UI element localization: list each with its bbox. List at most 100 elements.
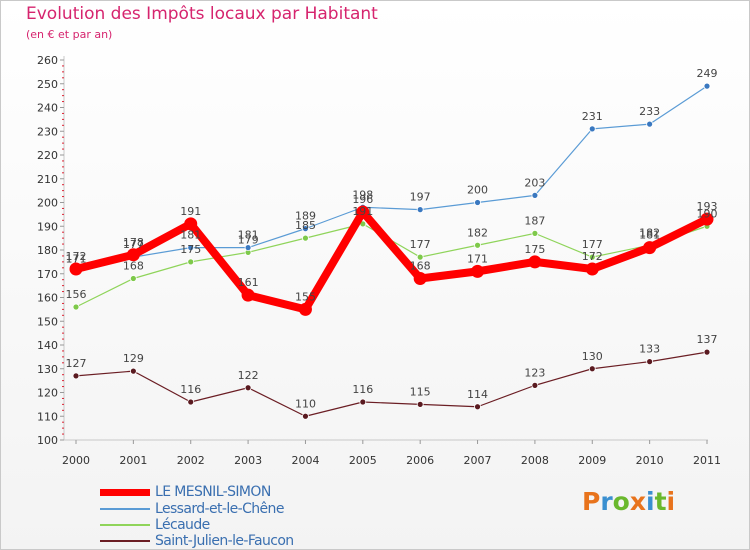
data-point-saint-julien-le-faucon-2009 bbox=[588, 365, 596, 373]
x-tick-label-2010: 2010 bbox=[636, 454, 664, 467]
data-point-lessard-et-le-chene-2010 bbox=[646, 120, 654, 128]
data-label-lessard-et-le-chene-2000: 171 bbox=[66, 252, 87, 265]
y-tick-label-130: 130 bbox=[37, 363, 58, 376]
x-tick-label-2002: 2002 bbox=[177, 454, 205, 467]
data-point-le-mesnil-simon-2011 bbox=[700, 212, 714, 226]
data-label-le-mesnil-simon-2000: 172 bbox=[66, 250, 87, 263]
series-line-le-mesnil-simon bbox=[72, 208, 711, 314]
proxiti-logo: Proxiti bbox=[582, 487, 675, 516]
data-label-lessard-et-le-chene-2011: 249 bbox=[697, 67, 718, 80]
data-point-lessard-et-le-chene-2009 bbox=[588, 125, 596, 133]
data-label-saint-julien-le-faucon-2010: 133 bbox=[639, 343, 660, 356]
data-label-saint-julien-le-faucon-2008: 123 bbox=[524, 366, 545, 379]
legend-swatch-lecaude bbox=[100, 524, 150, 526]
data-point-lecaude-2000 bbox=[72, 303, 80, 311]
data-label-saint-julien-le-faucon-2004: 110 bbox=[295, 397, 316, 410]
x-tick-label-2004: 2004 bbox=[291, 454, 319, 467]
data-point-le-mesnil-simon-2001 bbox=[126, 248, 140, 262]
data-label-lessard-et-le-chene-2008: 203 bbox=[524, 176, 545, 189]
logo-letter: P bbox=[582, 487, 601, 516]
y-tick-label-220: 220 bbox=[37, 149, 58, 162]
data-label-lessard-et-le-chene-2010: 233 bbox=[639, 105, 660, 118]
data-point-lessard-et-le-chene-2004 bbox=[302, 225, 309, 233]
x-tick-label-2007: 2007 bbox=[464, 454, 492, 467]
data-label-saint-julien-le-faucon-2000: 127 bbox=[66, 357, 87, 370]
data-label-lessard-et-le-chene-2001: 177 bbox=[123, 238, 144, 251]
logo-letter: i bbox=[666, 487, 676, 516]
data-point-saint-julien-le-faucon-2004 bbox=[302, 412, 309, 420]
data-point-lessard-et-le-chene-2007 bbox=[474, 199, 481, 206]
data-label-le-mesnil-simon-2002: 191 bbox=[180, 205, 201, 218]
x-tick-label-2003: 2003 bbox=[234, 454, 262, 467]
data-label-lecaude-2000: 156 bbox=[66, 288, 87, 301]
data-label-le-mesnil-simon-2007: 171 bbox=[467, 252, 488, 265]
legend-label-le-mesnil-simon: LE MESNIL-SIMON bbox=[155, 484, 271, 500]
data-point-lecaude-2006 bbox=[416, 253, 424, 261]
data-label-lecaude-2009: 177 bbox=[582, 238, 603, 251]
chart-subtitle: (en € et par an) bbox=[26, 28, 113, 41]
y-tick-label-120: 120 bbox=[37, 387, 58, 400]
data-label-lessard-et-le-chene-2006: 197 bbox=[410, 191, 431, 204]
data-label-saint-julien-le-faucon-2001: 129 bbox=[123, 352, 144, 365]
data-point-lecaude-2009 bbox=[588, 253, 596, 261]
data-label-saint-julien-le-faucon-2007: 114 bbox=[467, 388, 488, 401]
data-point-lessard-et-le-chene-2003 bbox=[244, 244, 252, 252]
legend-label-lecaude: Lécaude bbox=[155, 517, 210, 533]
data-label-lecaude-2008: 187 bbox=[524, 214, 545, 227]
data-point-saint-julien-le-faucon-2006 bbox=[416, 400, 424, 408]
y-tick-label-180: 180 bbox=[37, 244, 58, 257]
data-point-saint-julien-le-faucon-2003 bbox=[244, 384, 252, 392]
data-label-saint-julien-le-faucon-2011: 137 bbox=[697, 333, 718, 346]
data-point-lessard-et-le-chene-2002 bbox=[187, 244, 195, 252]
data-label-le-mesnil-simon-2006: 168 bbox=[410, 260, 431, 273]
data-point-le-mesnil-simon-2003 bbox=[241, 288, 255, 302]
data-point-le-mesnil-simon-2010 bbox=[643, 241, 657, 255]
chart-title: Evolution des Impôts locaux par Habitant bbox=[26, 4, 378, 24]
x-tick-label-2000: 2000 bbox=[62, 454, 90, 467]
data-point-le-mesnil-simon-2006 bbox=[413, 272, 427, 285]
legend-label-lessard-et-le-chene: Lessard-et-le-Chêne bbox=[155, 501, 284, 517]
data-label-le-mesnil-simon-2004: 155 bbox=[295, 290, 316, 303]
legend-swatch-lessard-et-le-chene bbox=[100, 508, 150, 510]
y-tick-label-240: 240 bbox=[37, 102, 58, 115]
data-label-lessard-et-le-chene-2007: 200 bbox=[467, 184, 488, 197]
logo-letter: x bbox=[629, 487, 646, 516]
y-tick-label-160: 160 bbox=[37, 292, 58, 305]
data-label-saint-julien-le-faucon-2009: 130 bbox=[582, 350, 603, 363]
data-point-le-mesnil-simon-2007 bbox=[471, 264, 485, 278]
x-tick-label-2001: 2001 bbox=[119, 454, 147, 467]
data-point-lessard-et-le-chene-2006 bbox=[416, 206, 424, 214]
data-label-lecaude-2010: 182 bbox=[639, 226, 660, 239]
data-label-lessard-et-le-chene-2004: 189 bbox=[295, 210, 316, 223]
data-point-lecaude-2004 bbox=[302, 234, 309, 242]
data-label-lessard-et-le-chene-2005: 198 bbox=[352, 188, 373, 201]
y-tick-label-100: 100 bbox=[37, 434, 58, 447]
data-label-lessard-et-le-chene-2009: 231 bbox=[582, 110, 603, 123]
data-point-le-mesnil-simon-2008 bbox=[528, 255, 542, 269]
data-point-le-mesnil-simon-2004 bbox=[298, 302, 312, 316]
y-tick-label-210: 210 bbox=[37, 173, 58, 186]
data-label-saint-julien-le-faucon-2003: 122 bbox=[238, 369, 259, 382]
series-line-lessard-et-le-chene bbox=[75, 85, 708, 272]
data-label-le-mesnil-simon-2011: 193 bbox=[697, 200, 718, 213]
logo-letter: i bbox=[646, 487, 655, 516]
x-tick-label-2008: 2008 bbox=[521, 454, 549, 467]
data-point-le-mesnil-simon-2009 bbox=[585, 262, 599, 276]
data-label-saint-julien-le-faucon-2006: 115 bbox=[410, 385, 431, 398]
data-label-lecaude-2005: 191 bbox=[352, 205, 373, 218]
data-point-saint-julien-le-faucon-2008 bbox=[531, 381, 539, 389]
legend-swatch-saint-julien-le-faucon bbox=[100, 540, 150, 542]
y-tick-label-260: 260 bbox=[37, 54, 58, 67]
data-label-lessard-et-le-chene-2002: 181 bbox=[180, 229, 201, 242]
logo-letter: r bbox=[600, 487, 613, 516]
logo-letter: o bbox=[612, 487, 630, 516]
legend-swatch-le-mesnil-simon bbox=[100, 489, 150, 496]
data-label-le-mesnil-simon-2008: 175 bbox=[524, 243, 545, 256]
data-label-lecaude-2001: 168 bbox=[123, 260, 144, 273]
data-label-le-mesnil-simon-2010: 181 bbox=[639, 229, 660, 242]
data-point-lessard-et-le-chene-2008 bbox=[531, 191, 539, 199]
x-tick-label-2011: 2011 bbox=[693, 454, 721, 467]
y-tick-label-110: 110 bbox=[37, 410, 58, 423]
x-tick-label-2009: 2009 bbox=[578, 454, 606, 467]
data-label-lecaude-2006: 177 bbox=[410, 238, 431, 251]
